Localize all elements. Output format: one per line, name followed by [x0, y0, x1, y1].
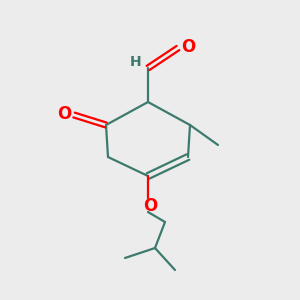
Text: O: O — [143, 197, 157, 215]
Text: O: O — [57, 105, 71, 123]
Text: H: H — [130, 55, 142, 69]
Text: O: O — [181, 38, 195, 56]
